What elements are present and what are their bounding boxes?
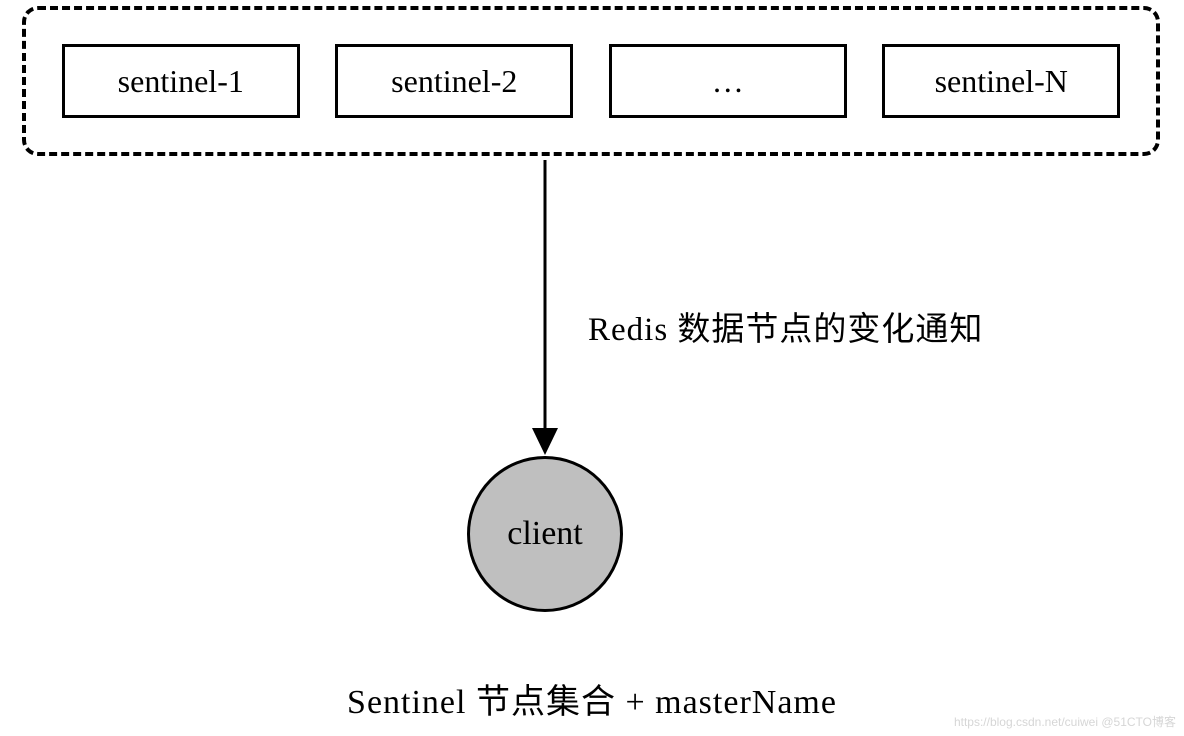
sentinel-box-n: sentinel-N bbox=[882, 44, 1120, 118]
watermark: https://blog.csdn.net/cuiwei @51CTO博客 bbox=[954, 713, 1176, 730]
client-node: client bbox=[467, 456, 623, 612]
sentinel-label: … bbox=[712, 63, 744, 100]
sentinel-box-1: sentinel-1 bbox=[62, 44, 300, 118]
client-label: client bbox=[507, 515, 583, 553]
sentinel-label: sentinel-2 bbox=[391, 63, 517, 100]
sentinel-box-ellipsis: … bbox=[609, 44, 847, 118]
diagram-container: sentinel-1 sentinel-2 … sentinel-N Redis… bbox=[0, 0, 1184, 736]
sentinel-cluster: sentinel-1 sentinel-2 … sentinel-N bbox=[22, 6, 1160, 156]
arrow-down-icon bbox=[525, 160, 565, 455]
arrow-label: Redis 数据节点的变化通知 bbox=[588, 302, 983, 350]
sentinel-label: sentinel-1 bbox=[118, 63, 244, 100]
sentinel-box-2: sentinel-2 bbox=[335, 44, 573, 118]
sentinel-label: sentinel-N bbox=[935, 63, 1068, 100]
